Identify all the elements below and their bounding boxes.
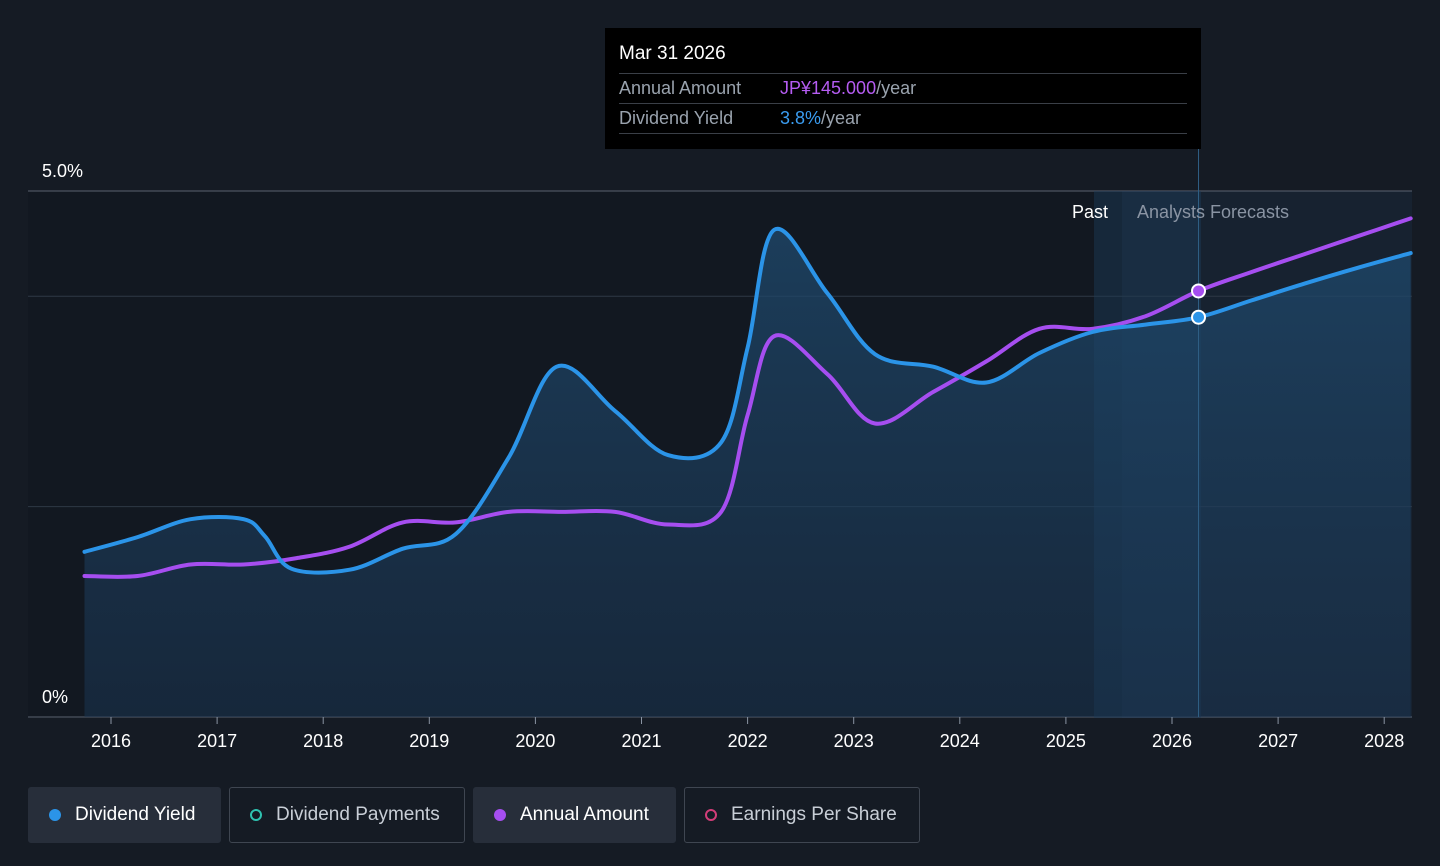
tooltip-dividend-yield-label: Dividend Yield (619, 108, 734, 128)
series-lines (82, 216, 1413, 579)
tooltip-date: Mar 31 2026 (619, 41, 1187, 74)
dividend-yield-area (84, 228, 1411, 717)
legend-label: Dividend Payments (276, 804, 440, 825)
annual-amount-marker (1191, 283, 1207, 299)
tooltip-dividend-yield-value: 3.8% (780, 108, 822, 128)
y-tick-label: 0% (42, 687, 68, 707)
tooltip-annual-amount-value: JP¥145.000 (780, 78, 877, 98)
tooltip-annual-amount-label: Annual Amount (619, 78, 742, 98)
legend-dot-icon (494, 809, 506, 821)
legend-label: Earnings Per Share (731, 804, 897, 825)
chart-legend: Dividend Yield Dividend Payments Annual … (28, 787, 920, 843)
x-tick-label: 2017 (197, 731, 237, 751)
annual-amount-line (82, 216, 1413, 579)
x-tick-label: 2028 (1364, 731, 1404, 751)
legend-earnings-per-share[interactable]: Earnings Per Share (684, 787, 920, 843)
legend-dividend-yield[interactable]: Dividend Yield (28, 787, 221, 843)
legend-dot-icon (49, 809, 61, 821)
legend-dot-icon (250, 809, 262, 821)
past-label: Past (1072, 202, 1108, 222)
x-tick-label: 2026 (1152, 731, 1192, 751)
y-axis-ticks: 5.0% 0% (42, 161, 83, 707)
x-tick-label: 2022 (728, 731, 768, 751)
x-tick-label: 2016 (91, 731, 131, 751)
x-tick-label: 2024 (940, 731, 980, 751)
tooltip-dividend-yield-row: Dividend Yield 3.8%/year (619, 104, 1187, 134)
tooltip-annual-amount-value-wrap: JP¥145.000/year (780, 74, 916, 103)
legend-label: Dividend Yield (75, 804, 196, 825)
x-tick-label: 2025 (1046, 731, 1086, 751)
tooltip-annual-amount-unit: /year (876, 78, 917, 98)
x-tick-label: 2018 (303, 731, 343, 751)
x-tick-label: 2023 (834, 731, 874, 751)
legend-label: Annual Amount (520, 804, 649, 825)
y-tick-label: 5.0% (42, 161, 83, 181)
highlight-markers (1191, 283, 1207, 325)
x-tick-label: 2020 (515, 731, 555, 751)
x-tick-label: 2027 (1258, 731, 1298, 751)
legend-dot-icon (705, 809, 717, 821)
forecast-label: Analysts Forecasts (1137, 202, 1289, 222)
legend-dividend-payments[interactable]: Dividend Payments (229, 787, 465, 843)
tooltip-dividend-yield-unit: /year (821, 108, 862, 128)
x-tick-label: 2021 (621, 731, 661, 751)
tooltip-annual-amount-row: Annual Amount JP¥145.000/year (619, 74, 1187, 104)
tooltip-dividend-yield-value-wrap: 3.8%/year (780, 104, 861, 133)
data-tooltip: Mar 31 2026 Annual Amount JP¥145.000/yea… (605, 28, 1201, 149)
x-axis-ticks: 2016 2017 2018 2019 2020 2021 2022 2023 2024 2025… (91, 717, 1404, 751)
dividend-yield-marker (1191, 309, 1207, 325)
legend-annual-amount[interactable]: Annual Amount (473, 787, 676, 843)
x-tick-label: 2019 (409, 731, 449, 751)
dividend-yield-line (82, 226, 1413, 575)
